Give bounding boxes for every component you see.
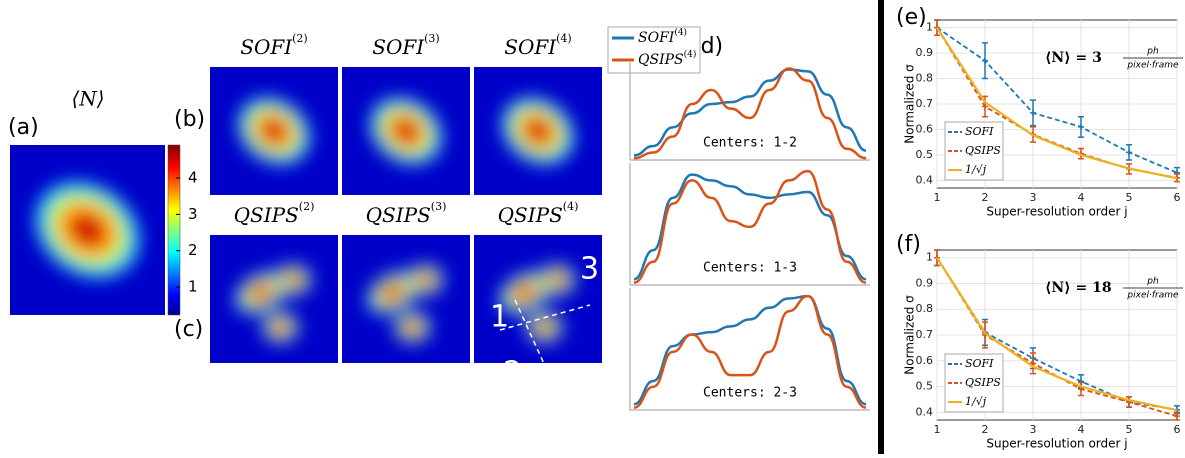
y-tick-label: 0.9: [916, 46, 934, 59]
title-name: SOFI: [240, 35, 293, 59]
heatmap-blob: [539, 323, 549, 332]
y-tick-label: 1: [926, 251, 933, 264]
x-tick-label: 3: [1030, 423, 1037, 436]
legend-label: SOFI: [965, 125, 994, 138]
panel-annotation: Centers: 2-3: [703, 386, 797, 401]
legend-label: 1/√j: [965, 163, 987, 176]
title-order: (4): [563, 200, 579, 213]
title-name: QSIPS: [234, 203, 299, 227]
panel-label: (f): [896, 232, 921, 257]
legend-name: SOFI: [638, 30, 675, 46]
y-tick-label: 0.5: [916, 148, 934, 161]
x-tick-label: 4: [1078, 423, 1085, 436]
annotation-unit-num: ph: [1146, 47, 1159, 57]
y-tick-label: 0.6: [916, 122, 934, 135]
region-marker: 2: [503, 356, 522, 391]
colorbar-tick-label: 2: [188, 241, 198, 259]
legend-order: (4): [674, 27, 687, 38]
panel-annotation: Centers: 1-2: [703, 136, 797, 151]
panel-title: ⟨N⟩: [71, 87, 104, 111]
x-tick-label: 6: [1174, 423, 1181, 436]
annotation: ⟨N⟩ = 3: [1045, 50, 1102, 66]
x-tick-label: 2: [982, 191, 989, 204]
panel-label: (e): [896, 5, 927, 30]
title-name: QSIPS: [366, 203, 431, 227]
x-tick-label: 1: [934, 423, 941, 436]
y-tick-label: 0.4: [916, 405, 934, 418]
y-tick-label: 0.6: [916, 354, 934, 367]
panel-label: (b): [174, 107, 205, 132]
title-order: (2): [299, 200, 315, 213]
heatmap: [342, 235, 470, 363]
title-order: (3): [424, 32, 440, 45]
annotation: ⟨N⟩ = 18: [1045, 280, 1112, 296]
panel-title: SOFI(2): [240, 32, 307, 59]
y-tick-label: 0.7: [916, 97, 934, 110]
annotation-unit-den: pixel·frame: [1126, 61, 1179, 71]
panel-title: QSIPS(4): [498, 200, 579, 227]
x-tick-label: 2: [982, 423, 989, 436]
x-tick-label: 1: [934, 191, 941, 204]
title-name: SOFI: [504, 35, 557, 59]
panel-title: QSIPS(2): [234, 200, 315, 227]
annotation-unit-num: ph: [1146, 277, 1159, 287]
y-tick-label: 0.8: [916, 72, 934, 85]
figure: (a)⟨N⟩1234(b)(c)SOFI(2)SOFI(3)SOFI(4)QSI…: [0, 0, 1185, 454]
x-tick-label: 3: [1030, 191, 1037, 204]
panel-label: (c): [174, 317, 203, 342]
x-tick-label: 5: [1126, 423, 1133, 436]
legend-label: QSIPS: [965, 376, 1001, 389]
region-marker: 3: [580, 252, 599, 287]
y-tick-label: 0.7: [916, 328, 934, 341]
panel-title: SOFI(4): [504, 32, 571, 59]
heatmap: [342, 67, 470, 195]
heatmap-blob: [420, 275, 430, 284]
heatmap-blob: [552, 275, 562, 284]
panel-title: QSIPS(3): [366, 200, 447, 227]
x-tick-label: 6: [1174, 191, 1181, 204]
legend-name: QSIPS: [638, 52, 684, 68]
heatmap: [210, 235, 338, 363]
x-tick-label: 4: [1078, 191, 1085, 204]
x-tick-label: 5: [1126, 191, 1133, 204]
y-tick-label: 0.5: [916, 380, 934, 393]
legend-order: (4): [684, 49, 697, 60]
y-tick-label: 0.9: [916, 276, 934, 289]
x-axis-label: Super-resolution order j: [986, 437, 1127, 451]
x-axis-label: Super-resolution order j: [986, 205, 1127, 219]
heatmap-blob: [275, 323, 285, 332]
heatmap-blob: [407, 323, 417, 332]
colorbar-tick-label: 3: [188, 205, 198, 223]
y-tick-label: 1: [926, 21, 933, 34]
panel-annotation: Centers: 1-3: [703, 261, 797, 276]
region-marker: 1: [490, 300, 509, 335]
y-axis-label: Normalized σ: [903, 64, 917, 144]
title-name: SOFI: [372, 35, 425, 59]
annotation-lhs: ⟨N⟩ =: [1045, 280, 1092, 296]
legend-label: 1/√j: [965, 395, 987, 408]
title-order: (4): [556, 32, 572, 45]
colorbar-tick-label: 1: [188, 278, 198, 296]
annotation-lhs: ⟨N⟩ =: [1045, 50, 1092, 66]
title-name: QSIPS: [498, 203, 563, 227]
separator: [878, 0, 884, 454]
title-order: (2): [292, 32, 308, 45]
title-order: (3): [431, 200, 447, 213]
legend-label: QSIPS: [965, 144, 1001, 157]
heatmap: [474, 67, 602, 195]
heatmap: [10, 145, 165, 315]
legend-label: SOFI: [965, 357, 994, 370]
colorbar: [168, 145, 180, 315]
annotation-value: 3: [1092, 50, 1102, 66]
y-tick-label: 0.4: [916, 173, 934, 186]
annotation-unit-den: pixel·frame: [1126, 291, 1179, 301]
colorbar-tick-label: 4: [188, 169, 198, 187]
heatmap: [210, 67, 338, 195]
y-tick-label: 0.8: [916, 302, 934, 315]
heatmap-blob: [288, 275, 298, 284]
panel-label: (a): [8, 115, 39, 140]
annotation-value: 18: [1092, 280, 1111, 296]
y-axis-label: Normalized σ: [903, 295, 917, 375]
panel-title: SOFI(3): [372, 32, 439, 59]
